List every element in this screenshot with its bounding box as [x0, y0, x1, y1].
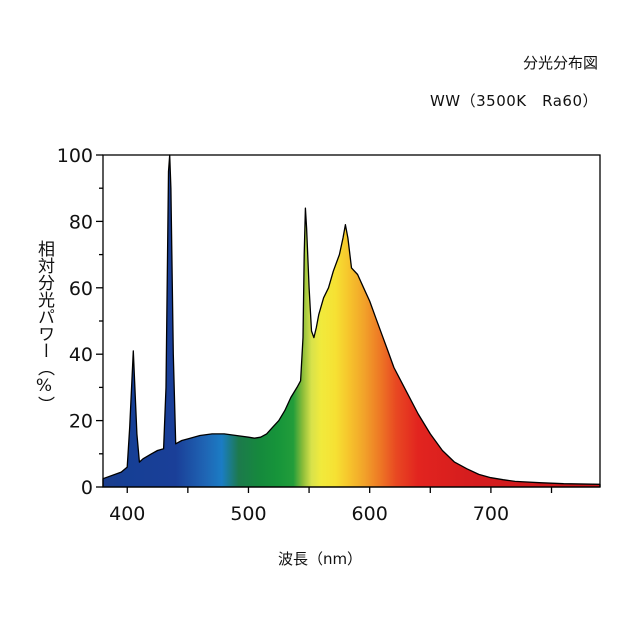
y-tick-label: 80 [69, 211, 93, 233]
y-tick-label: 100 [57, 145, 93, 167]
y-tick-label: 20 [69, 411, 93, 433]
chart-subtitle: WW（3500K Ra60） [429, 92, 598, 110]
y-tick-label: 0 [81, 477, 93, 499]
axis-ticks [96, 154, 553, 493]
x-tick-label: 500 [230, 503, 266, 525]
plot-frame [102, 154, 601, 488]
y-tick-label: 60 [69, 278, 93, 300]
x-tick-label: 600 [352, 503, 388, 525]
spectral-power-area [102, 154, 601, 488]
x-tick-label: 400 [109, 503, 145, 525]
y-tick-label: 40 [69, 344, 93, 366]
y-axis-label: 相対分光パワー（%） [34, 240, 54, 413]
chart-title: 分光分布図 [522, 54, 598, 72]
tick-labels: 0 20 40 60 80 100 400 500 600 700 [57, 145, 509, 525]
x-tick-label: 700 [473, 503, 509, 525]
x-axis-label: 波長（nm） [277, 550, 363, 568]
